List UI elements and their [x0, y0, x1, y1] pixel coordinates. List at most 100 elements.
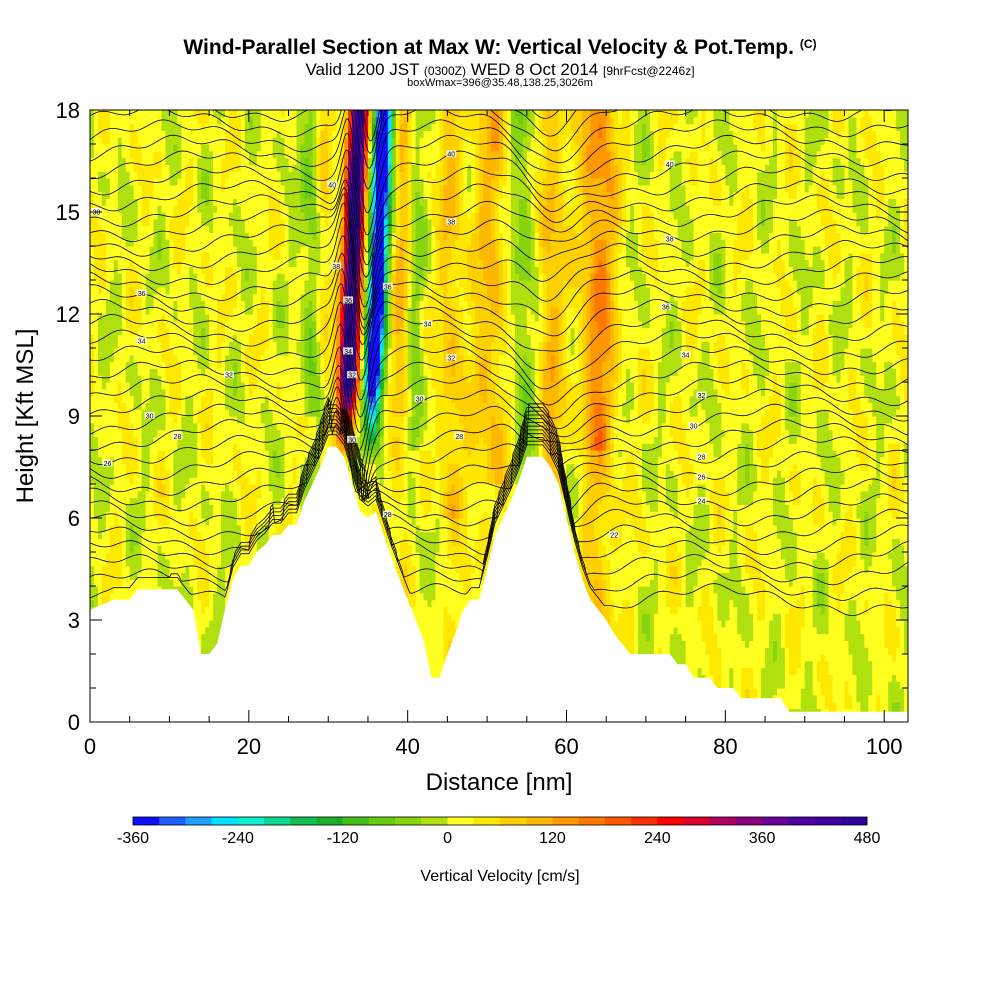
theta-contour-line: [90, 193, 908, 321]
theta-contour-line: [90, 364, 908, 473]
colorbar-swatch: [133, 817, 160, 825]
theta-contours: [90, 110, 908, 617]
contour-label-bg: [446, 218, 457, 226]
x-tick-label: 40: [395, 734, 419, 759]
contour-label: 30: [348, 437, 356, 444]
colorbar-swatch: [631, 817, 658, 825]
colorbar-swatch: [395, 817, 422, 825]
colorbar-swatch: [709, 817, 737, 825]
theta-contour-line: [90, 179, 908, 292]
colorbar-swatch: [657, 817, 684, 825]
contour-label-bg: [446, 150, 457, 158]
theta-contour-line: [90, 235, 908, 345]
contour-label: 38: [93, 210, 101, 217]
theta-contour-line: [90, 386, 908, 500]
colorbar-swatch: [526, 817, 553, 825]
colorbar-swatch: [788, 817, 815, 825]
x-tick-label: 0: [84, 734, 96, 759]
forecast-info: [9hrFcst@2246z]: [602, 64, 695, 78]
colorbar-swatch: [342, 817, 370, 825]
contour-label-bg: [327, 180, 338, 188]
colorbar-swatch: [211, 817, 239, 825]
chart-title: Wind-Parallel Section at Max W: Vertical…: [0, 36, 1000, 60]
contour-label-bg: [343, 296, 354, 304]
valid-utc: (0300Z): [423, 64, 466, 78]
theta-contour-line: [90, 400, 908, 499]
chart-title-text: Wind-Parallel Section at Max W: Vertical…: [183, 36, 794, 59]
colorbar-swatch: [604, 817, 632, 825]
contour-label-bg: [382, 282, 393, 290]
x-tick-label: 100: [866, 734, 903, 759]
contour-label: 32: [447, 356, 455, 363]
theta-contour-line: [214, 110, 896, 169]
theta-contour-line: [90, 376, 908, 494]
contour-label: 34: [138, 339, 146, 346]
contour-label-bg: [609, 531, 620, 538]
contour-label: 34: [682, 352, 690, 359]
contour-label: 28: [174, 434, 182, 441]
theta-contour-line: [90, 202, 908, 330]
colorbar-tick-label: 240: [644, 830, 671, 847]
contour-label-bg: [382, 510, 393, 518]
contour-label-bg: [172, 432, 183, 440]
colorbar-swatch: [840, 817, 868, 825]
colorbar-swatch: [447, 817, 475, 825]
y-tick-label: 12: [56, 302, 80, 327]
colorbar-swatch: [237, 817, 265, 825]
contour-label-bg: [343, 347, 354, 355]
theta-contour-line: [90, 396, 908, 503]
theta-contour-line: [90, 430, 908, 601]
colorbar-swatch: [578, 817, 606, 825]
y-tick-label: 9: [68, 404, 80, 429]
x-tick-label: 20: [237, 734, 261, 759]
theta-contour-line: [90, 434, 908, 617]
contour-label: 40: [447, 152, 455, 159]
contour-label: 40: [666, 162, 674, 169]
colorbar-swatch: [316, 817, 344, 825]
theta-contour-line: [90, 268, 908, 381]
x-tick-label: 80: [713, 734, 737, 759]
colorbar: -360 -240 -120 0 120 240 360 480: [117, 816, 881, 847]
colorbar-tick-label: 0: [443, 830, 452, 847]
contour-label-bg: [136, 289, 147, 297]
theta-contour-line: [90, 404, 908, 499]
contour-label: 32: [698, 393, 706, 400]
contour-label: 30: [690, 424, 698, 431]
theta-contour-line: [90, 149, 908, 266]
theta-contour-line: [90, 217, 908, 336]
colorbar-swatch: [552, 817, 579, 825]
colorbar-title: Vertical Velocity [cm/s]: [420, 868, 579, 885]
theta-contour-line: [90, 301, 908, 418]
colorbar-swatch: [814, 817, 842, 825]
contour-label: 28: [384, 512, 392, 519]
contour-label-bg: [144, 412, 155, 419]
contour-label: 34: [424, 322, 432, 329]
colorbar-swatch: [368, 817, 396, 825]
contour-label: 24: [698, 499, 706, 506]
contour-label-bg: [680, 350, 691, 358]
y-tick-label: 18: [56, 98, 80, 123]
contour-label-bg: [696, 452, 707, 460]
contour-label-bg: [446, 354, 457, 362]
colorbar-swatch: [185, 817, 212, 825]
theta-contour-line: [90, 323, 908, 434]
contour-label-bg: [664, 235, 675, 243]
colorbar-frame: [132, 816, 868, 826]
colorbar-tick-label: 360: [749, 830, 776, 847]
contour-label-bg: [102, 459, 113, 467]
colorbar-tick-label: -240: [222, 830, 254, 847]
colorbar-swatch: [500, 817, 527, 825]
theta-contour-line: [90, 411, 908, 527]
theta-contour-line: [90, 426, 908, 586]
contour-label-bg: [414, 395, 425, 402]
colorbar-swatch: [683, 817, 711, 825]
colorbar-tick-label: -360: [117, 830, 149, 847]
valid-date: WED 8 Oct 2014: [470, 60, 599, 79]
contour-label-bg: [331, 262, 342, 270]
colorbar-tick-label: 480: [854, 830, 881, 847]
theta-contour-line: [90, 408, 908, 513]
theta-contour-labels: 38 36 34 32 30 28 26 40 38 36 34 32 30 36 34 32 30 28 28 40…: [91, 150, 707, 540]
contour-label-bg: [664, 160, 675, 168]
contour-label: 28: [698, 454, 706, 461]
